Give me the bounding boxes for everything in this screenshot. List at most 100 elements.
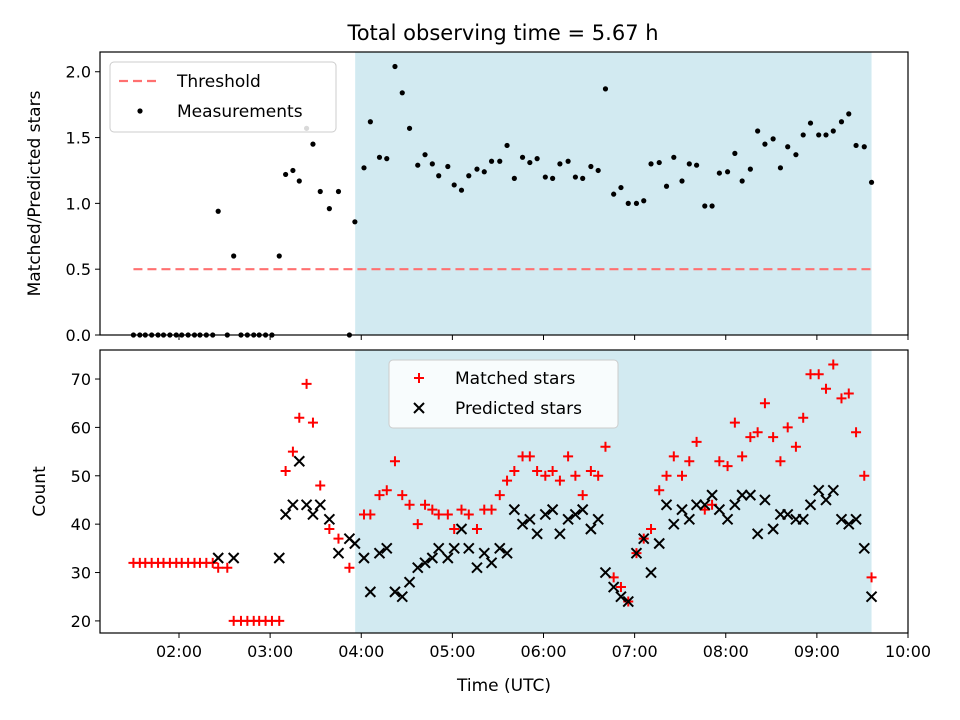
predicted-star-point [797, 513, 809, 526]
matched-star-point [333, 533, 344, 544]
x-tick-label: 05:00 [429, 642, 475, 661]
predicted-star-point [516, 518, 529, 530]
matched-star-point [866, 572, 877, 583]
predicted-star-point [668, 518, 680, 530]
legend-box [388, 359, 619, 429]
top-panel: 0.00.51.01.52.0 Matched/Predicted stars … [25, 51, 909, 345]
matched-star-point [374, 490, 385, 501]
measurement-point [527, 159, 533, 166]
matched-star-point [585, 465, 596, 476]
y-tick-label: 70 [71, 370, 91, 389]
matched-star-point [752, 427, 763, 438]
measurement-point [481, 169, 487, 175]
predicted-star-point [676, 503, 688, 516]
predicted-star-point [713, 503, 726, 516]
predicted-star-point [812, 484, 825, 496]
y-tick-label: 60 [71, 418, 91, 437]
y-tick-label: 0.0 [66, 326, 91, 345]
matched-star-point [759, 398, 770, 409]
predicted-star-point [524, 513, 536, 526]
measurement-point [816, 132, 822, 138]
measurement-point [488, 158, 495, 164]
measurement-point [739, 178, 745, 184]
matched-star-point [820, 383, 831, 394]
measurement-point [317, 188, 323, 195]
matched-star-point [427, 504, 438, 515]
measurement-point [565, 158, 571, 164]
predicted-star-point [592, 513, 604, 526]
measurement-point [868, 179, 875, 185]
matched-star-point [397, 490, 408, 501]
measurement-point [361, 165, 367, 171]
matched-star-point [600, 441, 611, 452]
predicted-star-point [485, 557, 498, 569]
predicted-star-point [471, 561, 483, 574]
matched-star-point [654, 485, 665, 496]
measurement-point [458, 187, 465, 193]
top-y-axis-label: Matched/Predicted stars [25, 90, 45, 296]
matched-star-point [412, 519, 423, 530]
predicted-star-point [539, 508, 552, 521]
matched-star-point [287, 446, 298, 457]
predicted-star-point [381, 542, 393, 555]
matched-star-point [593, 470, 604, 481]
matched-star-point [389, 456, 400, 467]
matched-star-point [691, 436, 702, 447]
matched-star-point [213, 562, 224, 573]
predicted-star-point [307, 508, 319, 521]
predicted-star-point [501, 547, 513, 559]
predicted-star-point [349, 537, 361, 550]
predicted-star-point [865, 591, 878, 603]
legend-measurement-label: Measurements [177, 102, 303, 122]
predicted-star-point [389, 586, 401, 598]
y-tick-label: 30 [71, 564, 91, 583]
matched-star-point [280, 465, 291, 476]
predicted-star-point [660, 499, 673, 511]
matched-star-point [661, 470, 672, 481]
matched-star-point [532, 465, 543, 476]
matched-star-point [813, 369, 824, 380]
measurement-point [276, 253, 282, 259]
y-tick-label: 1.5 [66, 129, 91, 148]
predicted-star-point [645, 566, 657, 579]
measurement-point [519, 154, 526, 160]
matched-star-point [471, 523, 482, 534]
bottom-legend: Matched stars Predicted stars [388, 359, 619, 429]
predicted-star-point [442, 552, 454, 564]
matched-star-point [456, 504, 467, 515]
matched-star-point [722, 461, 733, 472]
measurement-point [406, 125, 413, 131]
measurement-point [422, 152, 428, 158]
predicted-star-point [653, 537, 665, 550]
predicted-star-point [279, 508, 292, 521]
top-panel-axes: 0.0 0.5 1.0 1.5 2.0 [66, 63, 909, 345]
measurement-point [861, 144, 867, 150]
predicted-star-point [843, 518, 855, 530]
measurement-point [611, 191, 617, 197]
x-tick-label: 08:00 [703, 642, 749, 661]
predicted-star-point [729, 499, 741, 511]
measurement-point [625, 200, 631, 206]
chart-title: Total observing time = 5.67 h [346, 21, 658, 45]
matched-star-point [502, 475, 513, 486]
top-legend: Threshold Measurements [109, 61, 337, 133]
measurement-point [384, 156, 390, 162]
matched-star-point [344, 562, 355, 573]
top-panel-marks [130, 63, 875, 338]
predicted-star-point [690, 499, 703, 511]
legend-predicted-label: Predicted stars [455, 399, 582, 419]
predicted-star-point [358, 552, 370, 564]
measurement-point [399, 90, 405, 96]
measurement-point [602, 86, 609, 92]
measurement-point [800, 132, 806, 138]
predicted-star-point [699, 499, 711, 511]
matched-star-point [494, 490, 505, 501]
measurement-point [497, 158, 503, 164]
measurement-point [595, 167, 601, 174]
predicted-star-point [599, 566, 612, 579]
measurement-point [436, 173, 442, 179]
measurement-point [693, 162, 700, 168]
legend-matched-swatch [414, 373, 424, 383]
measurement-point [793, 152, 799, 158]
measurement-point [686, 161, 692, 167]
